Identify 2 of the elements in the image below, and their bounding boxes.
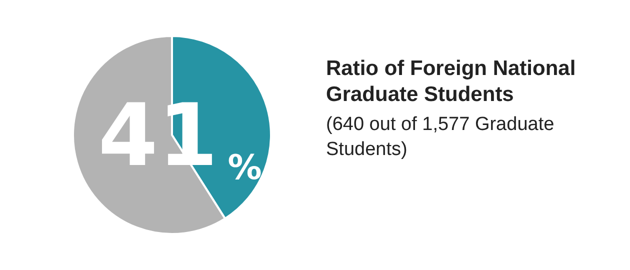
text: (640 out of 1,577 Graduate Students) xyxy=(326,113,556,162)
text: Ratio of Foreign National Graduate Students xyxy=(326,56,577,108)
